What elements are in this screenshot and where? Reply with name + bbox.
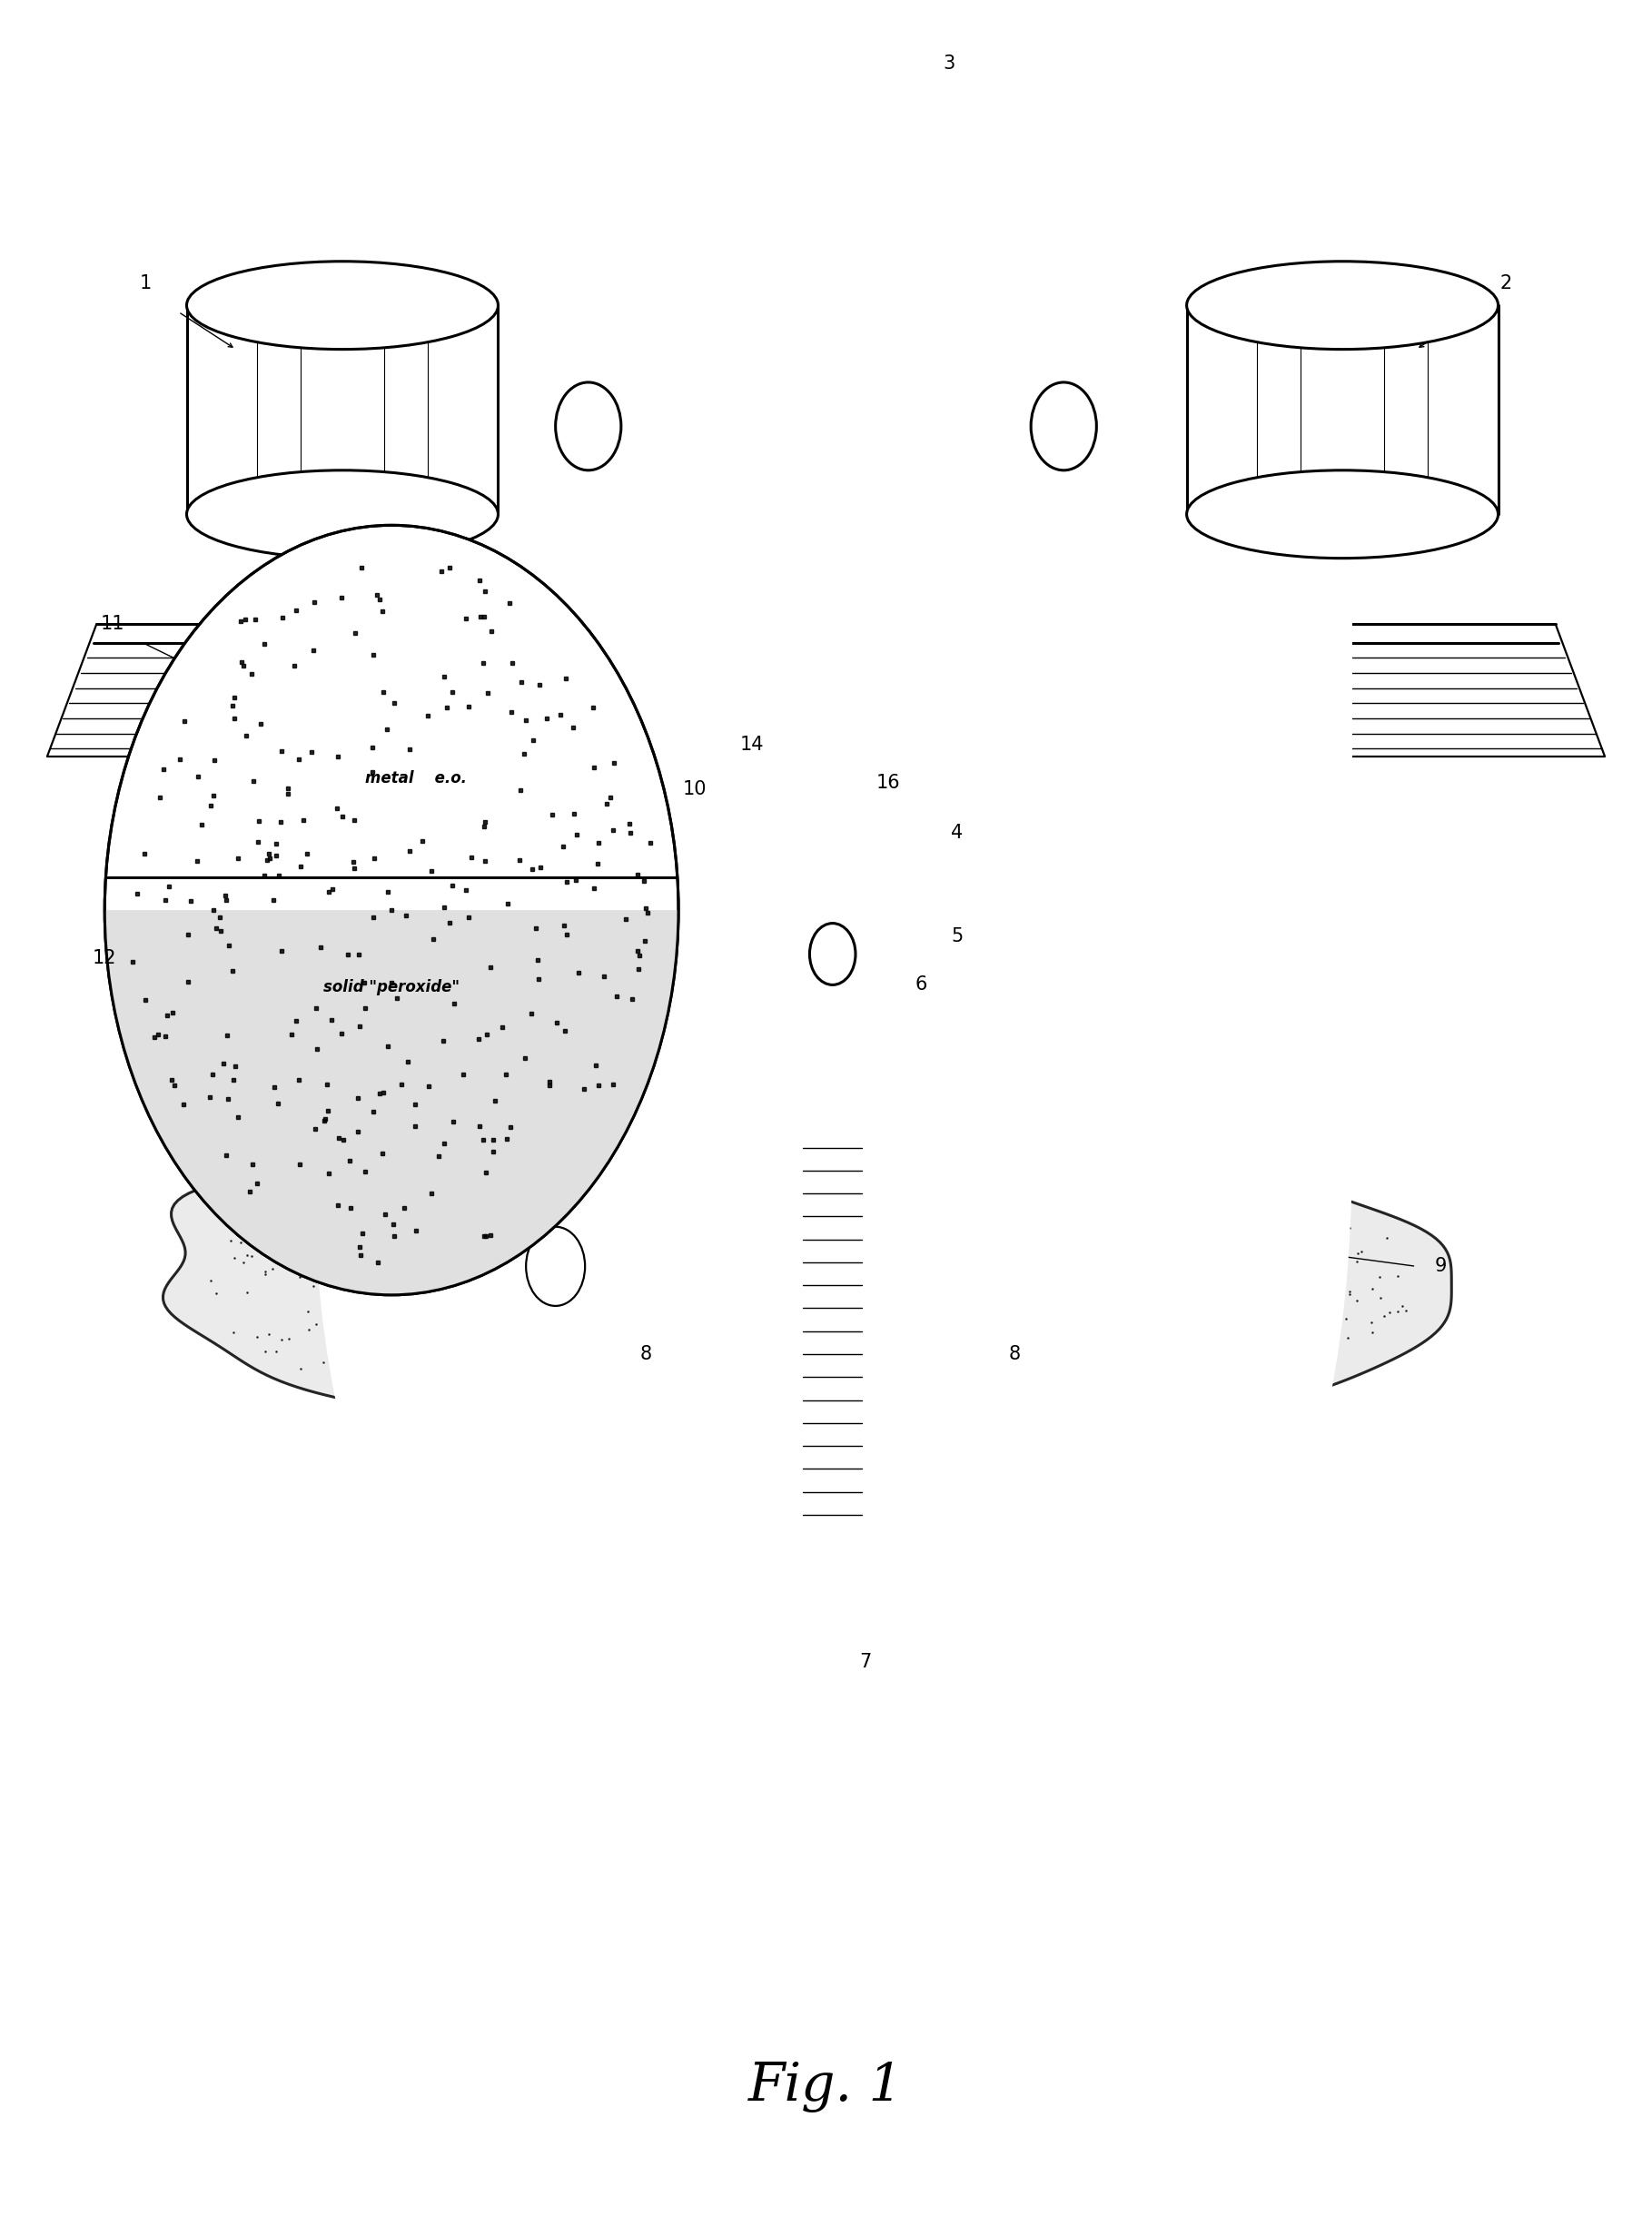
- Text: 9: 9: [1434, 1256, 1447, 1276]
- Circle shape: [555, 383, 621, 470]
- Circle shape: [525, 1228, 585, 1305]
- Text: 7: 7: [859, 1653, 871, 1671]
- Text: solid "peroxide": solid "peroxide": [324, 979, 459, 995]
- Circle shape: [1031, 383, 1097, 470]
- Text: metal    e.o.: metal e.o.: [365, 769, 468, 787]
- Text: 12: 12: [93, 948, 117, 968]
- Text: 16: 16: [876, 773, 900, 791]
- Text: 11: 11: [101, 616, 126, 634]
- Text: 1: 1: [140, 275, 152, 293]
- Ellipse shape: [1186, 261, 1498, 350]
- Text: 10: 10: [682, 780, 707, 798]
- Text: Fig. 1: Fig. 1: [748, 2061, 904, 2112]
- Text: 4: 4: [952, 824, 963, 842]
- Ellipse shape: [187, 261, 499, 350]
- Text: 2: 2: [1500, 275, 1512, 293]
- Circle shape: [104, 525, 679, 1294]
- Text: 3: 3: [943, 55, 955, 73]
- Text: 5: 5: [952, 926, 963, 946]
- Circle shape: [809, 924, 856, 984]
- Polygon shape: [164, 1117, 1452, 1449]
- Text: 14: 14: [740, 736, 765, 753]
- Text: 6: 6: [915, 975, 927, 995]
- FancyBboxPatch shape: [312, 0, 1353, 1808]
- Ellipse shape: [1186, 470, 1498, 558]
- Ellipse shape: [187, 470, 499, 558]
- Wedge shape: [104, 911, 679, 1294]
- Text: 8: 8: [1009, 1345, 1021, 1363]
- Text: 8: 8: [639, 1345, 651, 1363]
